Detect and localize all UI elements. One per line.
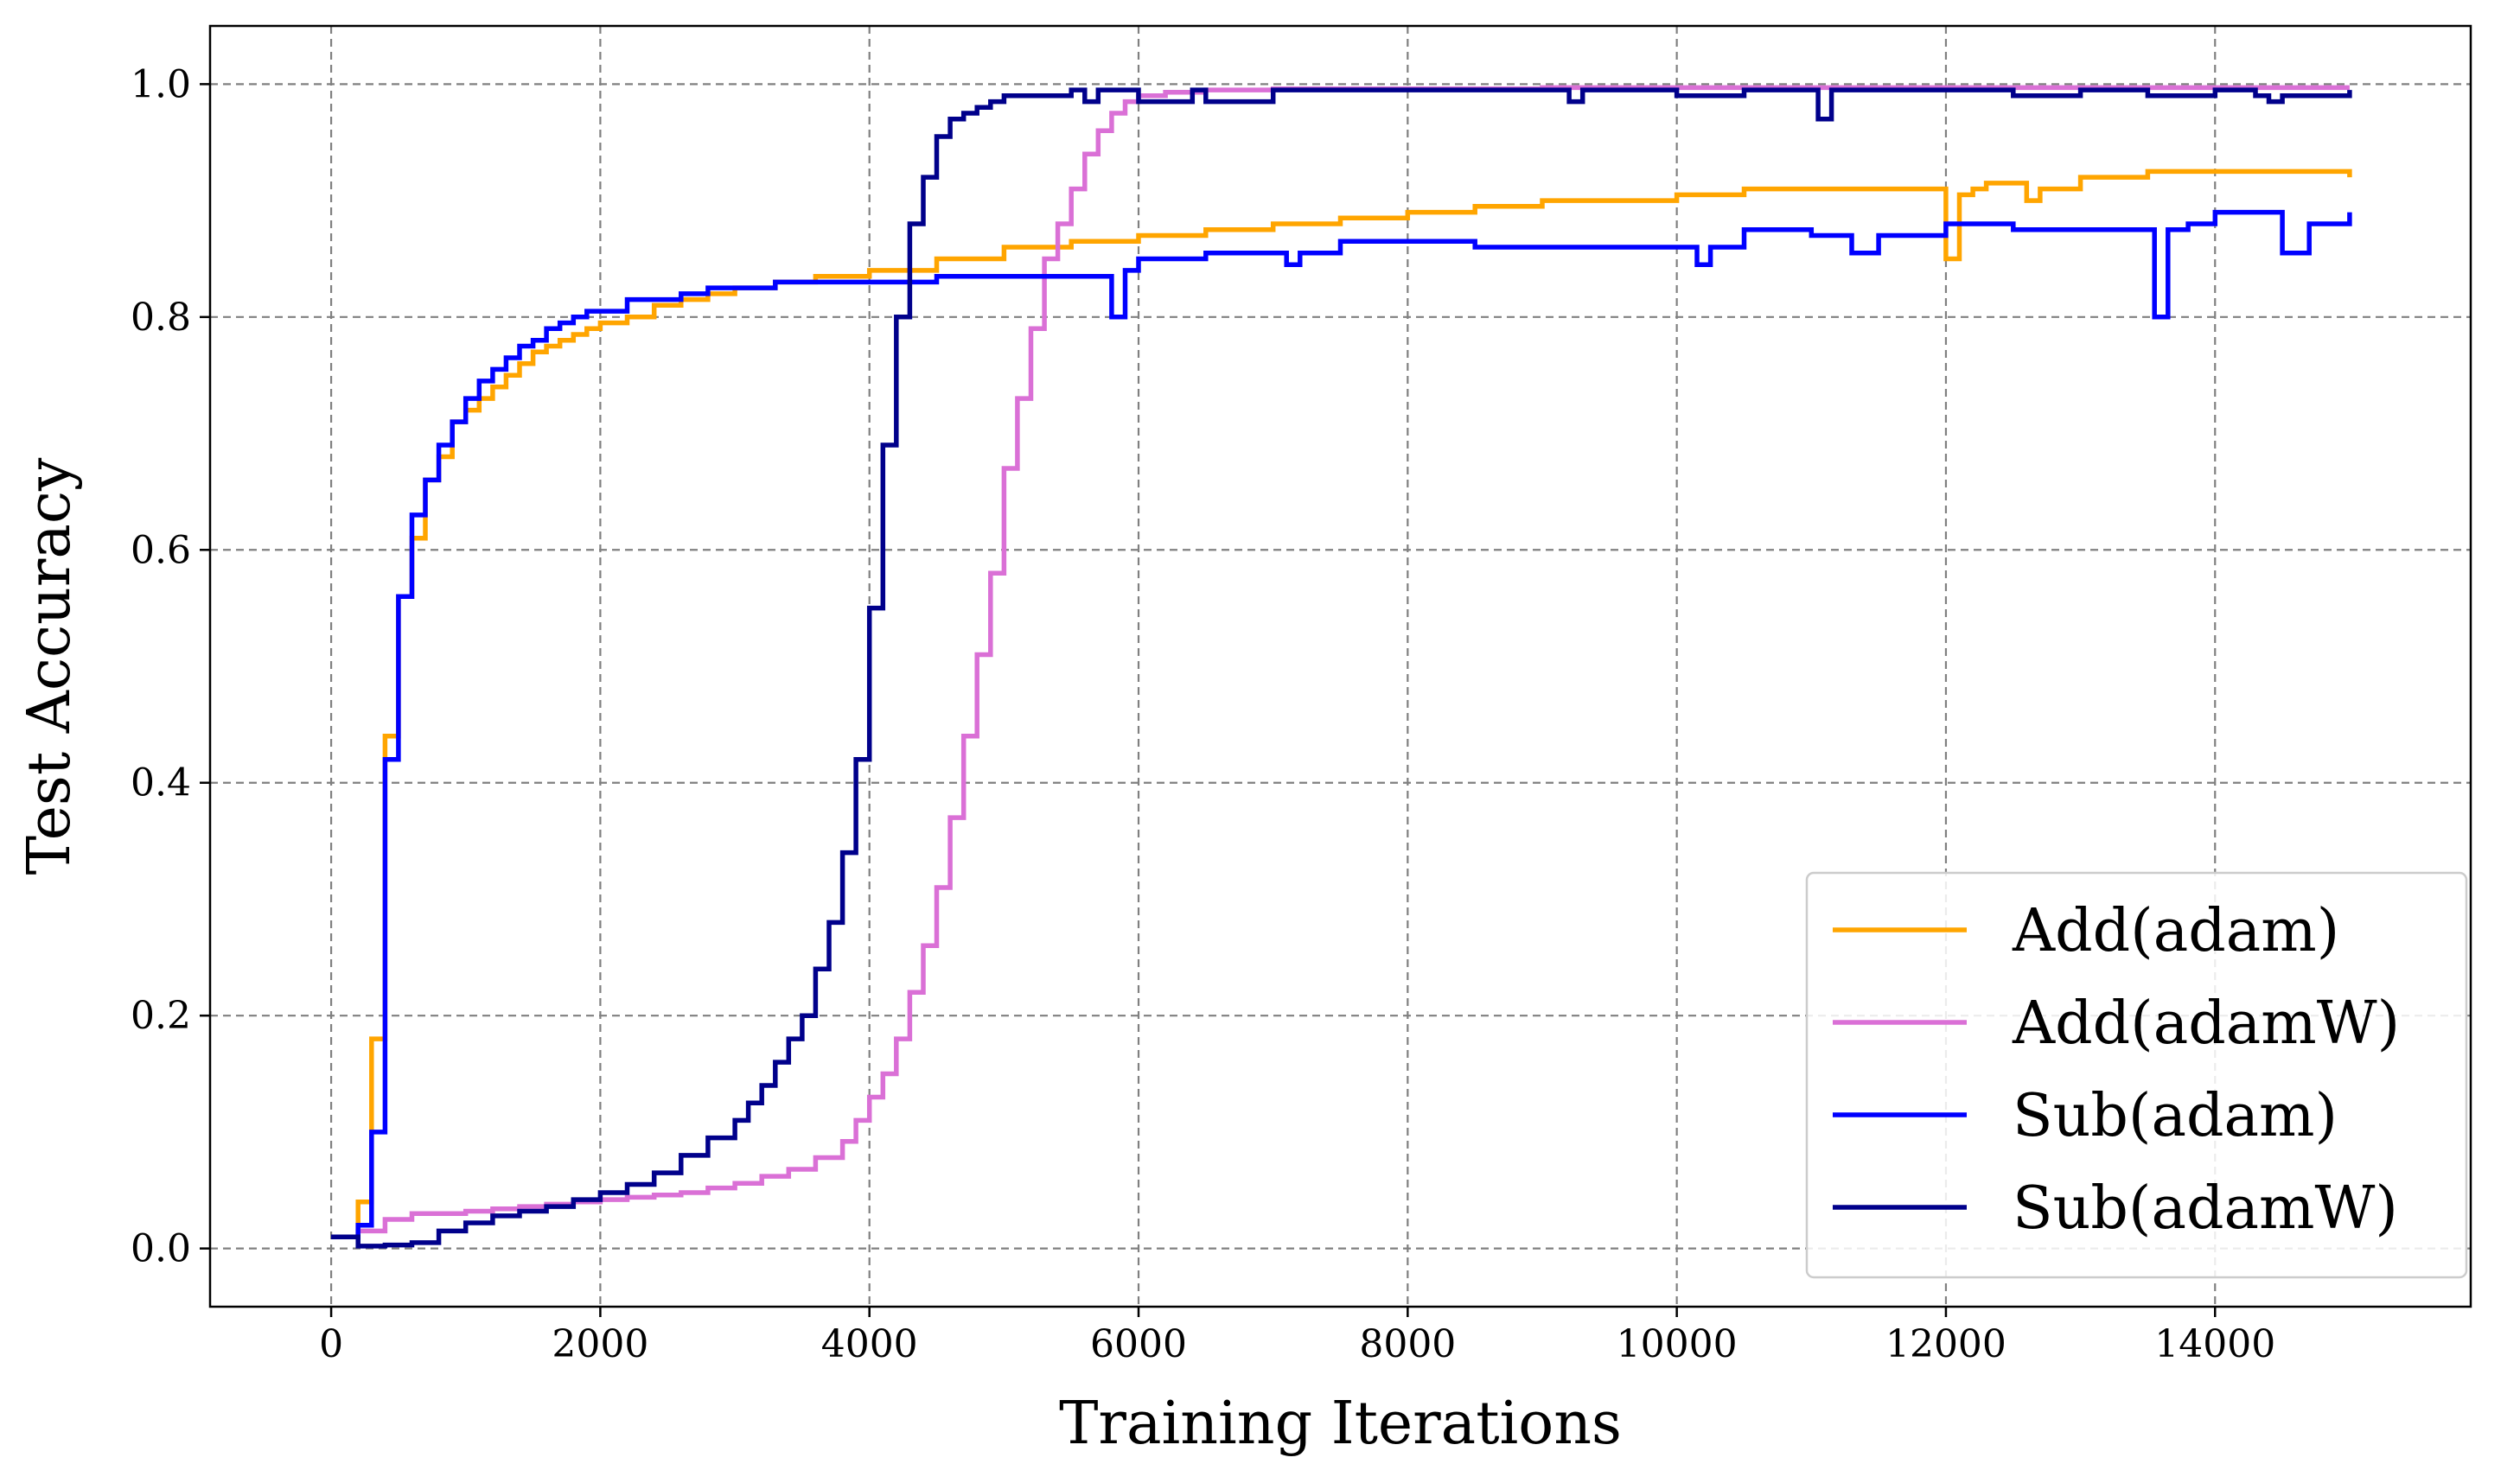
x-tick-label: 0 [319, 1322, 343, 1366]
legend-label: Add(adamW) [2012, 990, 2400, 1058]
y-tick-label: 1.0 [131, 62, 191, 106]
legend-box [1805, 871, 2468, 1279]
x-tick-label: 14000 [2154, 1322, 2275, 1366]
x-tick-label: 4000 [821, 1322, 918, 1366]
y-axis-title: Test Accuracy [16, 457, 84, 875]
y-axis-ticks: 0.0 0.2 0.4 0.6 0.8 1.0 [131, 62, 210, 1271]
x-axis-title: Training Iterations [1059, 1390, 1622, 1458]
legend-label: Sub(adam) [2013, 1082, 2338, 1150]
y-tick-label: 0.2 [131, 994, 191, 1038]
y-tick-label: 0.0 [131, 1227, 191, 1271]
legend-label: Sub(adamW) [2013, 1174, 2398, 1243]
x-tick-label: 2000 [552, 1322, 648, 1366]
axes-frame [208, 24, 2472, 1308]
legend-label: Add(adam) [2012, 897, 2339, 965]
y-tick-label: 0.4 [131, 761, 191, 805]
legend: Add(adam) Add(adamW) Sub(adam) Sub(adamW) [1805, 871, 2468, 1279]
y-tick-label: 0.6 [131, 528, 191, 572]
x-axis-ticks: 0 2000 4000 6000 8000 10000 12000 14000 [319, 1307, 2275, 1366]
series-group [331, 85, 2352, 1249]
x-tick-label: 6000 [1090, 1322, 1187, 1366]
series-line-3 [331, 87, 2352, 1249]
x-tick-label: 8000 [1359, 1322, 1456, 1366]
x-tick-label: 12000 [1885, 1322, 2006, 1366]
series-line-2 [331, 209, 2352, 1239]
x-tick-label: 10000 [1617, 1322, 1738, 1366]
y-tick-label: 0.8 [131, 296, 191, 340]
